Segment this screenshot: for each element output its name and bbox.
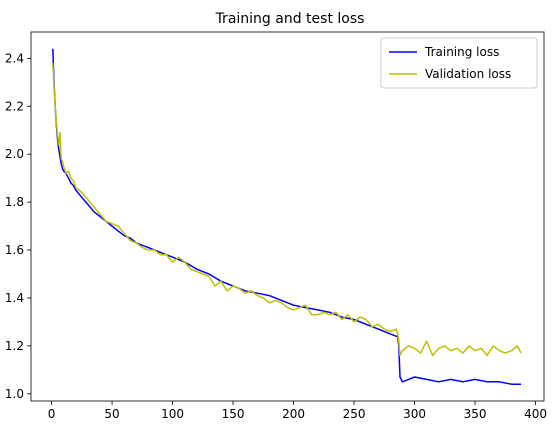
y-tick-label: 2.4 [5,51,24,65]
y-tick-label: 1.6 [5,243,24,257]
y-tick-label: 1.0 [5,387,24,401]
x-tick-label: 200 [282,407,305,421]
y-tick-label: 1.8 [5,195,24,209]
y-axis: 1.0 1.2 1.4 1.6 1.8 2.0 2.2 2.4 [5,51,31,401]
series-line-1 [52,63,522,357]
y-tick-label: 1.2 [5,339,24,353]
x-tick-label: 150 [222,407,245,421]
legend-label-1: Validation loss [425,67,511,81]
x-tick-label: 100 [161,407,184,421]
y-tick-label: 1.4 [5,291,24,305]
plot-area [52,48,522,385]
x-tick-label: 400 [524,407,547,421]
y-tick-label: 2.2 [5,99,24,113]
series-line-0 [52,48,521,385]
x-tick-label: 0 [48,407,56,421]
legend-box [380,37,538,89]
x-axis: 0 50 100 150 200 250 300 350 400 [48,401,547,421]
plot-frame [30,31,545,402]
x-tick-label: 350 [464,407,487,421]
y-tick-label: 2.0 [5,147,24,161]
x-tick-label: 50 [104,407,119,421]
legend-label-0: Training loss [424,45,499,59]
x-tick-label: 300 [403,407,426,421]
x-tick-label: 250 [343,407,366,421]
legend: Training loss Validation loss [380,37,538,89]
chart-title: Training and test loss [215,11,365,27]
